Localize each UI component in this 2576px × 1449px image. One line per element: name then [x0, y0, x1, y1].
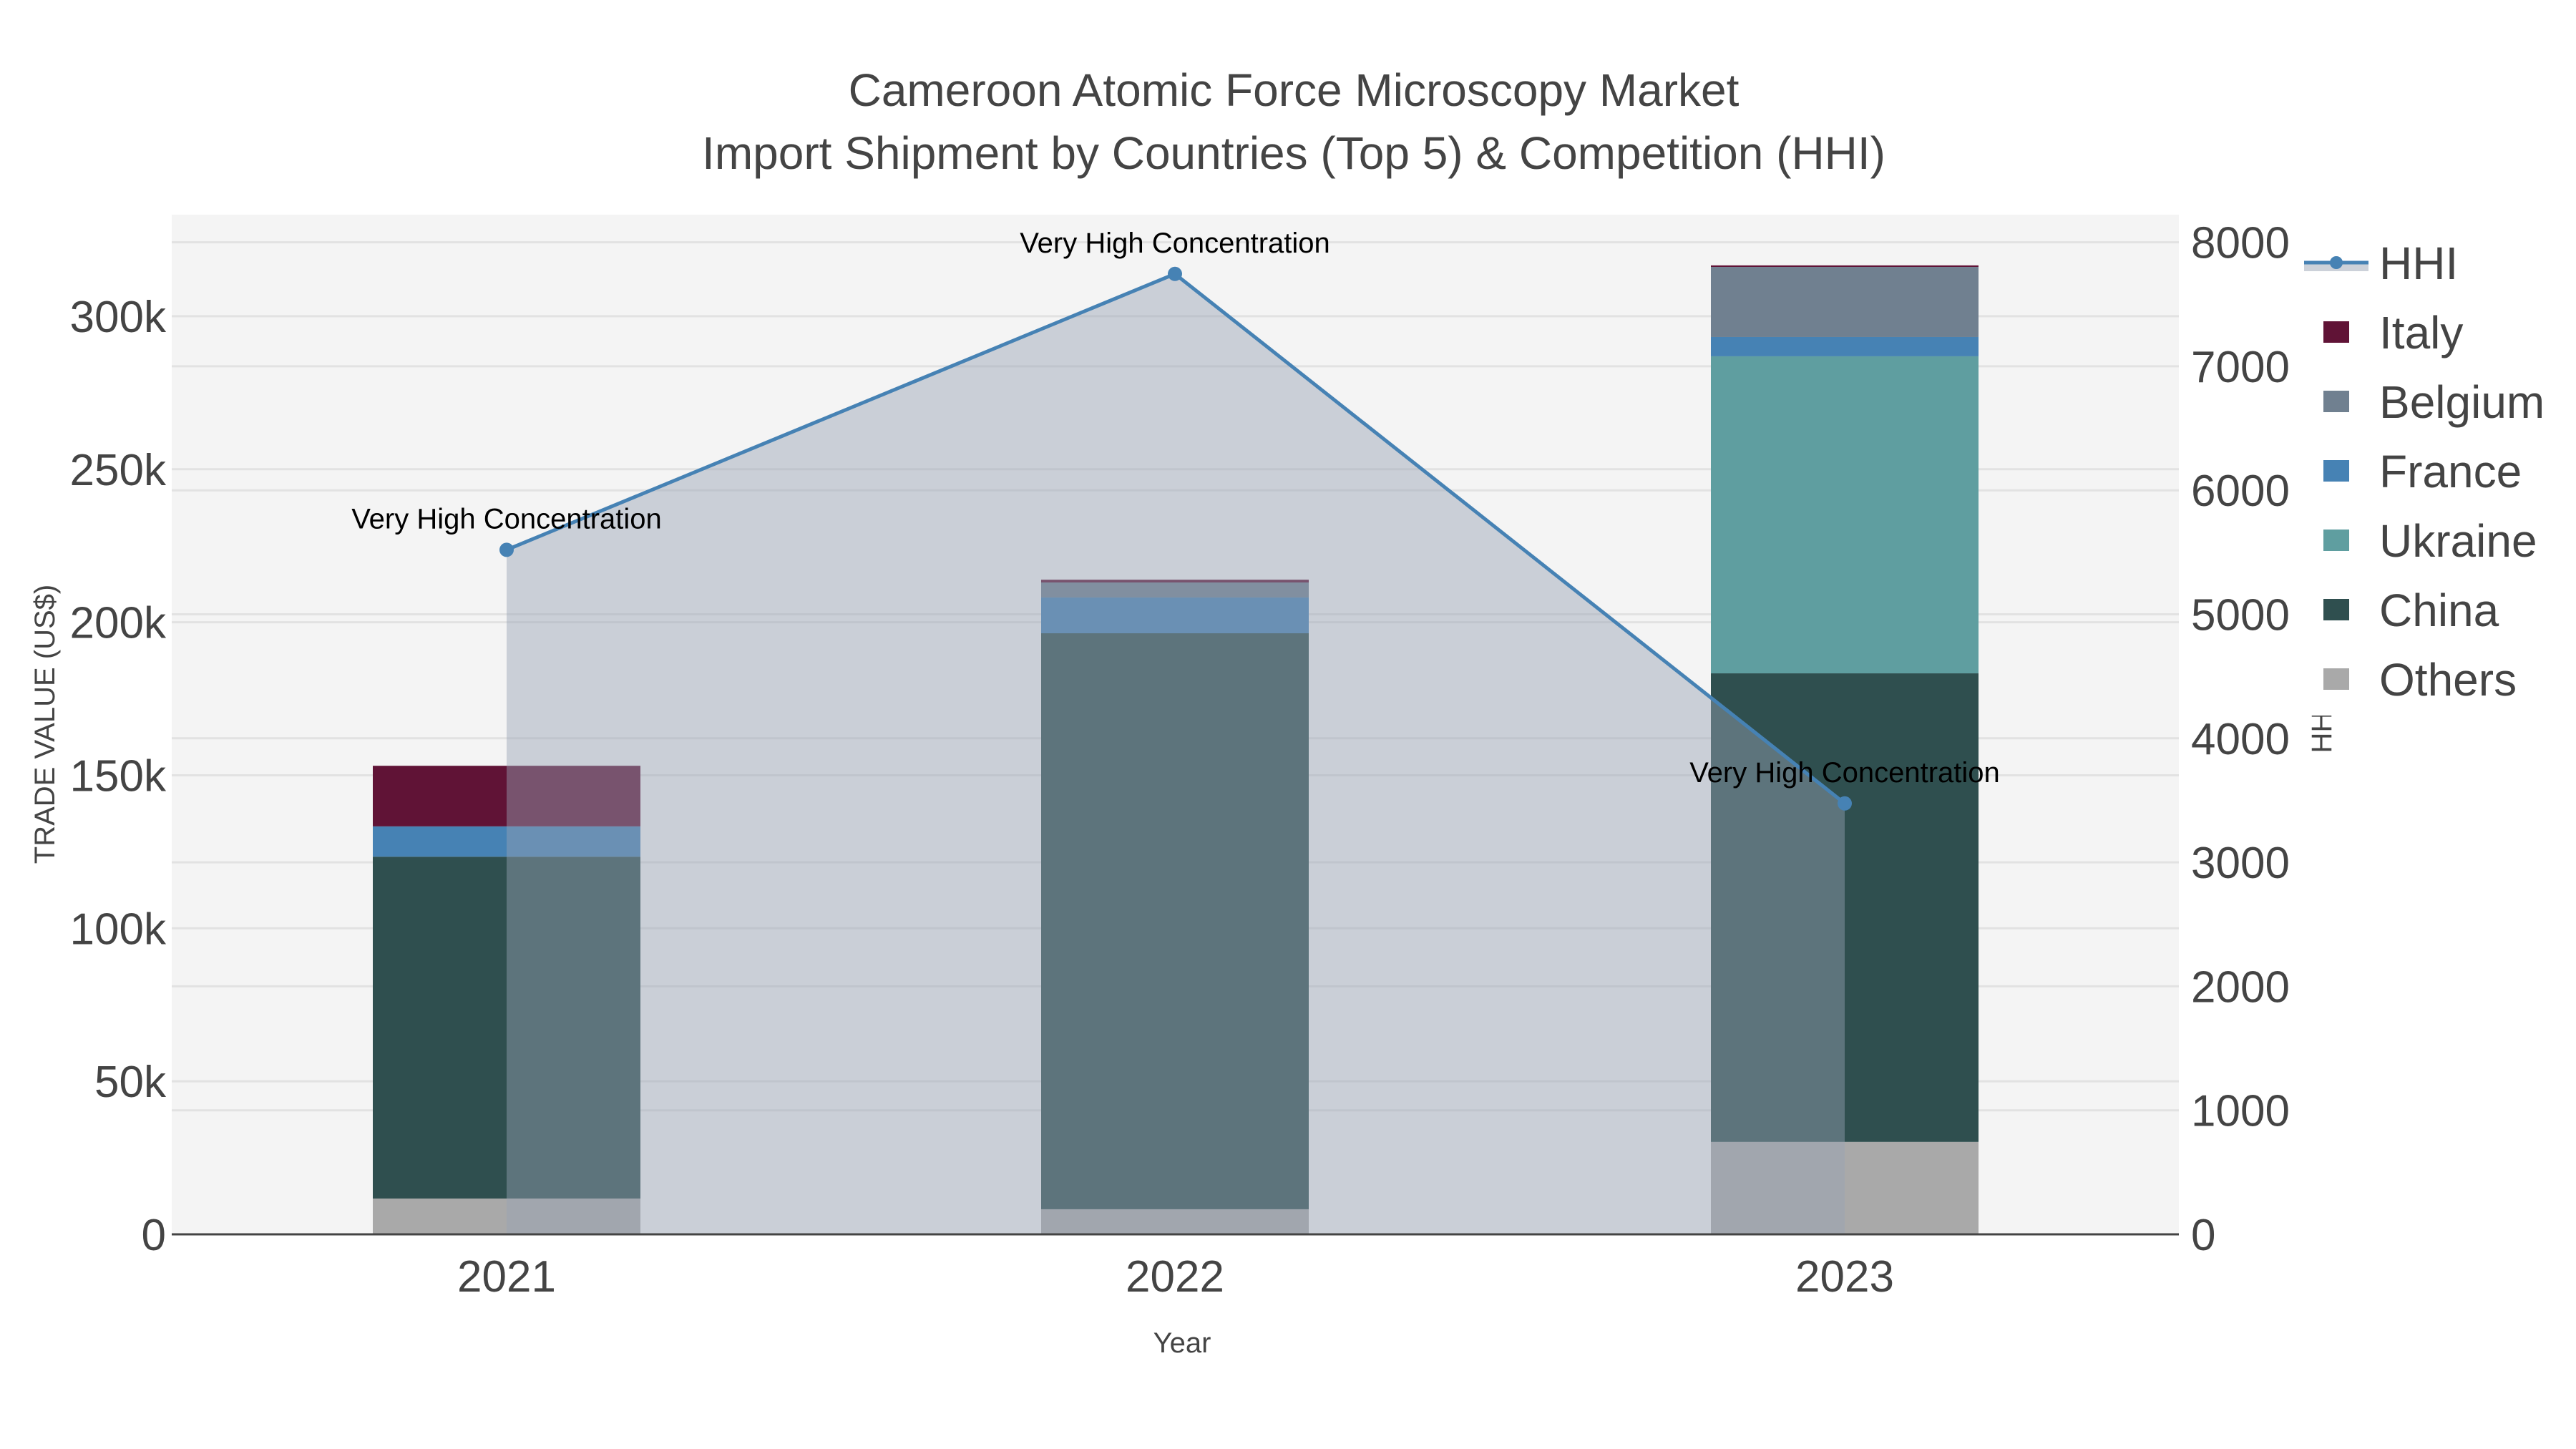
- legend-swatch-icon: [2323, 668, 2349, 690]
- y-tick-label: 150k: [70, 751, 167, 801]
- legend-label: HHI: [2379, 238, 2458, 289]
- y2-tick-label: 7000: [2191, 343, 2290, 392]
- legend-label: China: [2379, 585, 2499, 636]
- legend-item-hhi[interactable]: HHI: [2304, 238, 2458, 289]
- hhi-line: [499, 266, 1852, 811]
- bar-segment-ukraine-2023[interactable]: [1711, 356, 1979, 674]
- legend-swatch-icon: [2323, 530, 2349, 551]
- bar-segment-france-2021[interactable]: [373, 826, 640, 857]
- bar-segment-belgium-2022[interactable]: [1041, 582, 1309, 597]
- title-line-2: Import Shipment by Countries (Top 5) & C…: [702, 127, 1885, 179]
- legend-marker-icon: [2330, 256, 2343, 269]
- y2-tick-label: 6000: [2191, 467, 2290, 516]
- y2-tick-label: 0: [2191, 1211, 2215, 1260]
- x-axis-ticks: 2021 2022 2023: [457, 1252, 1894, 1302]
- legend-item-china[interactable]: China: [2323, 585, 2499, 636]
- legend-label: Others: [2379, 654, 2517, 706]
- annotation-2021: Very High Concentration: [351, 503, 662, 535]
- legend-item-italy[interactable]: Italy: [2323, 307, 2463, 358]
- chart-title: Cameroon Atomic Force Microscopy Market …: [702, 64, 1885, 179]
- legend-swatch-icon: [2323, 321, 2349, 343]
- legend-label: Ukraine: [2379, 515, 2537, 567]
- annotation-2022: Very High Concentration: [1020, 228, 1330, 259]
- legend-item-others[interactable]: Others: [2323, 654, 2517, 706]
- legend-label: Belgium: [2379, 376, 2545, 428]
- y2-tick-label: 4000: [2191, 715, 2290, 764]
- y-axis-ticks: 0 50k 100k 150k 200k 250k 300k: [70, 293, 167, 1260]
- hhi-point-2021[interactable]: [499, 542, 514, 557]
- legend-label: Italy: [2379, 307, 2463, 358]
- hhi-point-2023[interactable]: [1838, 796, 1852, 811]
- bar-segment-china-2022[interactable]: [1041, 633, 1309, 1209]
- y2-tick-label: 2000: [2191, 962, 2290, 1012]
- legend-item-ukraine[interactable]: Ukraine: [2323, 515, 2537, 567]
- hhi-point-2022[interactable]: [1168, 266, 1182, 281]
- bar-segment-belgium-2023[interactable]: [1711, 267, 1979, 337]
- y-tick-label: 250k: [70, 446, 167, 495]
- y-tick-label: 300k: [70, 293, 167, 342]
- legend-item-belgium[interactable]: Belgium: [2323, 376, 2545, 428]
- legend: HHI Italy Belgium France Ukraine China Others: [2293, 229, 2576, 716]
- x-tick-label: 2023: [1795, 1252, 1894, 1302]
- y2-tick-label: 5000: [2191, 591, 2290, 640]
- bar-segment-others-2023[interactable]: [1711, 1141, 1979, 1234]
- y2-tick-label: 3000: [2191, 839, 2290, 888]
- legend-swatch-icon: [2323, 599, 2349, 620]
- bar-segment-china-2021[interactable]: [373, 857, 640, 1199]
- hhi-area-fill: [507, 273, 1845, 1234]
- x-tick-label: 2021: [457, 1252, 556, 1302]
- legend-swatch-icon: [2323, 391, 2349, 412]
- bar-segment-france-2023[interactable]: [1711, 336, 1979, 356]
- legend-label: France: [2379, 446, 2522, 497]
- stacked-bars: [373, 265, 1979, 1234]
- bar-segment-italy-2022[interactable]: [1041, 580, 1309, 582]
- bar-segment-china-2023[interactable]: [1711, 673, 1979, 1142]
- bar-segment-france-2022[interactable]: [1041, 597, 1309, 633]
- bar-segment-others-2021[interactable]: [373, 1198, 640, 1234]
- x-tick-label: 2022: [1126, 1252, 1224, 1302]
- bar-segment-italy-2021[interactable]: [373, 766, 640, 826]
- legend-item-france[interactable]: France: [2323, 446, 2522, 497]
- annotations: Very High Concentration Very High Concent…: [351, 228, 2000, 789]
- y-tick-label: 100k: [70, 904, 167, 954]
- title-line-1: Cameroon Atomic Force Microscopy Market: [849, 64, 1740, 116]
- y2-axis-ticks: 0 1000 2000 3000 4000 5000 6000 7000 8000: [2191, 219, 2290, 1260]
- y2-tick-label: 8000: [2191, 219, 2290, 268]
- y-tick-label: 0: [142, 1211, 166, 1260]
- legend-swatch-icon: [2323, 460, 2349, 482]
- x-axis-title: Year: [1153, 1327, 1211, 1359]
- bar-segment-others-2022[interactable]: [1041, 1209, 1309, 1234]
- hhi-area: [507, 273, 1845, 1234]
- bar-segment-italy-2023[interactable]: [1711, 265, 1979, 268]
- y-tick-label: 200k: [70, 599, 167, 648]
- y2-tick-label: 1000: [2191, 1087, 2290, 1136]
- annotation-2023: Very High Concentration: [1689, 757, 2000, 789]
- y-tick-label: 50k: [94, 1058, 167, 1107]
- y-axis-title: TRADE VALUE (US$): [29, 585, 61, 864]
